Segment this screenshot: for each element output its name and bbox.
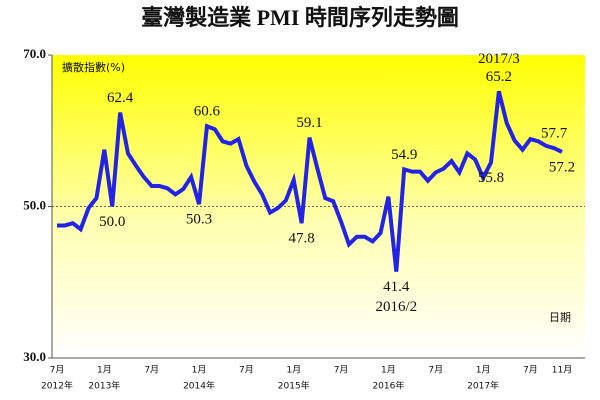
y-tick-label: 50.0 [23, 197, 46, 212]
data-line [57, 90, 563, 272]
x-axis-title: 日期 [549, 311, 571, 324]
x-tick-label: 7月 [523, 365, 538, 376]
data-label: 59.1 [296, 115, 322, 131]
chart-title: 臺灣製造業 PMI 時間序列走勢圖 [141, 5, 459, 30]
x-year-label: 2013年 [88, 380, 120, 392]
data-label: 62.4 [107, 90, 134, 106]
y-axis-title: 擴散指數(%) [62, 60, 125, 74]
data-label: 57.2 [549, 159, 575, 175]
x-tick-label: 7月 [428, 365, 443, 376]
x-tick-label: 11月 [552, 365, 572, 376]
x-year-label: 2012年 [41, 380, 73, 392]
x-tick-label: 1月 [286, 365, 301, 376]
data-label: 57.7 [541, 126, 568, 142]
x-tick-label: 1月 [192, 365, 207, 376]
x-tick-label: 7月 [334, 365, 349, 376]
data-label: 50.0 [99, 214, 125, 230]
data-label: 54.9 [391, 147, 417, 163]
x-year-label: 2016年 [372, 380, 404, 392]
x-year-label: 2017年 [467, 380, 499, 392]
x-year-label: 2015年 [278, 380, 310, 392]
x-tick-label: 7月 [144, 365, 159, 376]
data-label: 41.4 [383, 279, 410, 295]
data-label: 60.6 [194, 104, 221, 120]
y-tick-label: 70.0 [23, 46, 46, 61]
data-label: 47.8 [288, 231, 314, 247]
x-year-label: 2014年 [183, 380, 215, 392]
x-tick-label: 7月 [239, 365, 254, 376]
data-label: 55.8 [478, 170, 504, 186]
date-label: 2016/2 [375, 299, 417, 315]
x-tick-label: 1月 [381, 365, 396, 376]
data-label: 65.2 [486, 69, 512, 85]
x-tick-label: 7月 [50, 365, 65, 376]
data-label: 50.3 [186, 212, 212, 228]
y-tick-label: 30.0 [23, 349, 46, 364]
x-tick-label: 1月 [97, 365, 112, 376]
x-tick-label: 1月 [476, 365, 491, 376]
date-label: 2017/3 [478, 51, 520, 67]
